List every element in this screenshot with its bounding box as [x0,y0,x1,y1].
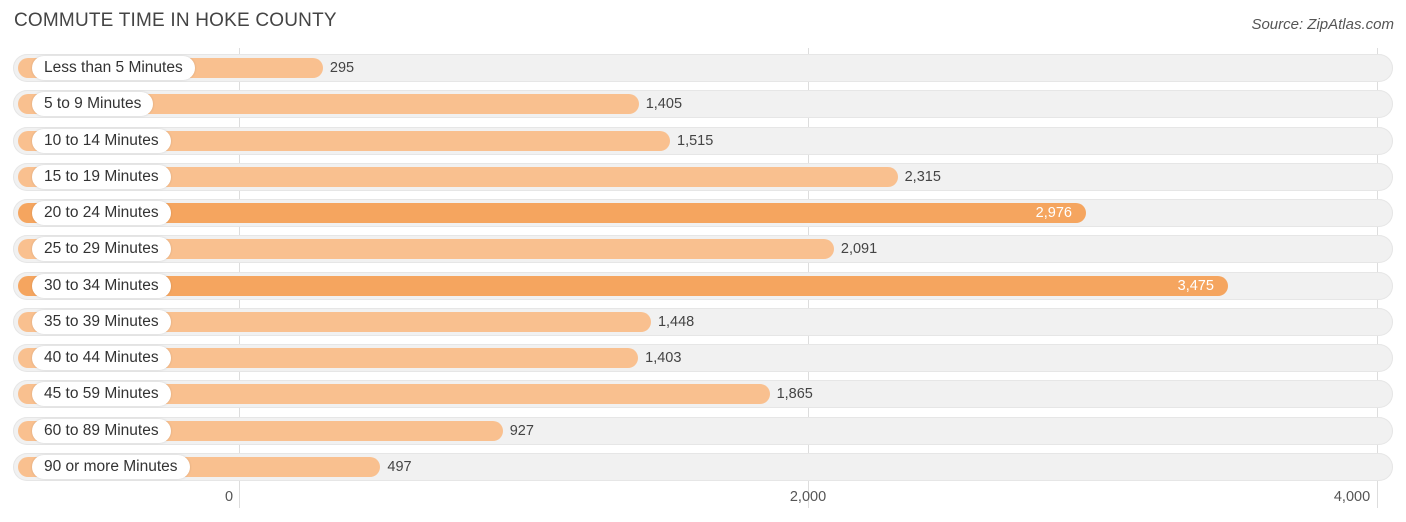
value-label: 1,515 [677,132,714,149]
value-label: 2,091 [840,241,878,258]
bar [18,94,639,115]
category-label: 5 to 9 Minutes [32,92,154,117]
value-label: 497 [387,458,412,475]
value-label: 2,976 [1035,205,1072,221]
category-label: 45 to 59 Minutes [32,382,171,407]
value-label: 927 [509,422,534,439]
bar [18,166,898,187]
bar [18,239,834,260]
value-label: 295 [329,60,355,76]
bar [18,130,671,151]
category-label: 35 to 39 Minutes [32,309,171,334]
value-label: 1,405 [645,96,683,113]
category-label: 20 to 24 Minutes [32,201,171,225]
category-label: 60 to 89 Minutes [32,418,171,443]
category-label: 90 or more Minutes [32,454,190,479]
category-label: 40 to 44 Minutes [32,346,171,370]
chart-title: COMMUTE TIME IN HOKE COUNTY [14,10,337,31]
bar [18,311,651,332]
category-label: 15 to 19 Minutes [32,164,171,189]
value-label: 1,448 [657,313,695,330]
chart-source: Source: ZipAtlas.com [1251,16,1394,33]
category-label: Less than 5 Minutes [32,56,195,80]
value-label: 3,475 [1177,277,1214,294]
category-label: 30 to 34 Minutes [32,273,171,298]
bar [18,203,1086,223]
bar [18,384,770,405]
bar [18,275,1228,296]
value-label: 1,865 [776,386,813,403]
value-label: 1,403 [645,350,682,366]
x-tick-label: 4,000 [1333,489,1371,505]
bar [18,348,639,368]
x-tick-label: 0 [224,489,234,505]
x-tick-label: 2,000 [789,489,827,505]
category-label: 10 to 14 Minutes [32,128,171,153]
value-label: 2,315 [904,168,941,185]
category-label: 25 to 29 Minutes [32,237,171,262]
